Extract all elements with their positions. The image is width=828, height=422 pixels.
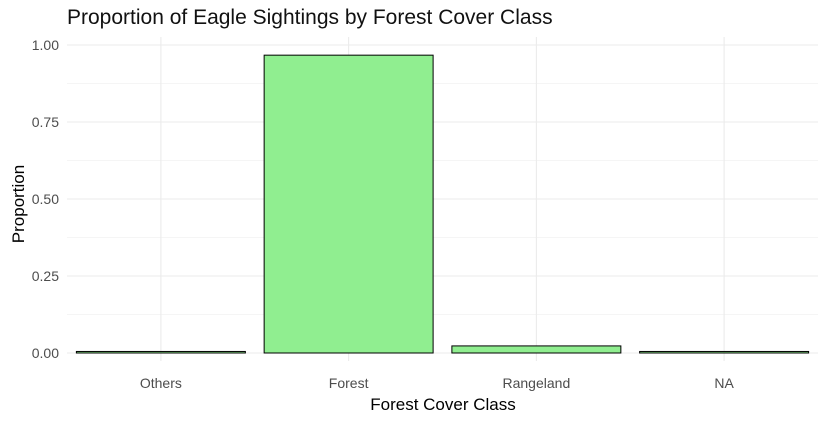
y-tick-label: 0.00 <box>32 345 59 361</box>
x-tick-label: NA <box>714 375 734 391</box>
chart-title: Proportion of Eagle Sightings by Forest … <box>67 6 553 29</box>
bar-forest <box>263 54 434 354</box>
bar-others <box>75 350 246 354</box>
x-tick-label: Forest <box>329 375 369 391</box>
y-tick-label: 1.00 <box>32 37 59 53</box>
bar-rangeland <box>451 345 622 354</box>
x-tick-label: Rangeland <box>503 375 571 391</box>
x-tick-label: Others <box>140 375 182 391</box>
y-axis-title: Proportion <box>9 165 28 243</box>
x-axis-title: Forest Cover Class <box>370 395 515 414</box>
bar-na <box>639 350 810 354</box>
y-tick-label: 0.50 <box>32 191 59 207</box>
bars <box>75 54 810 354</box>
x-axis-ticks: Others Forest Rangeland NA <box>140 375 735 391</box>
y-tick-label: 0.75 <box>32 114 59 130</box>
y-axis-ticks: 0.00 0.25 0.50 0.75 1.00 <box>32 37 59 361</box>
y-tick-label: 0.25 <box>32 268 59 284</box>
grid-lines <box>67 37 818 361</box>
